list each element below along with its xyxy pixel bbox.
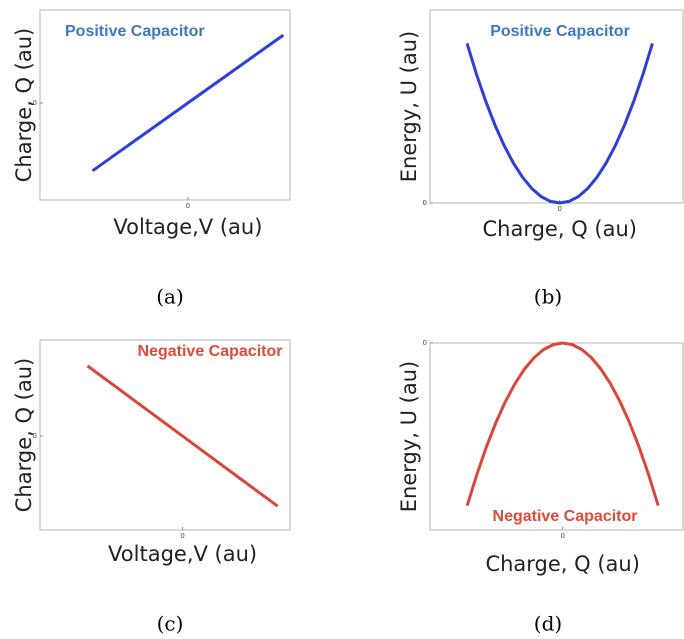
x-tick-label: 0: [186, 202, 190, 210]
panel-label: (a): [156, 285, 184, 309]
x-axis-label: Voltage,V (au): [108, 542, 257, 566]
annotation: Negative Capacitor: [493, 508, 638, 525]
line: [465, 43, 654, 205]
y-axis-label: Energy, U (au): [397, 31, 421, 182]
panel-label: (b): [534, 285, 562, 309]
panel-label: (c): [157, 612, 184, 636]
panel-label: (d): [534, 612, 562, 636]
y-tick-label: 0: [33, 432, 37, 440]
annotation: Positive Capacitor: [490, 23, 630, 40]
x-tick-label: 0: [558, 205, 562, 213]
plot-frame: [39, 9, 291, 201]
y-tick-label: 0: [423, 199, 427, 207]
line: [465, 341, 660, 507]
y-axis-label: Charge, Q (au): [12, 358, 36, 512]
x-axis-label: Charge, Q (au): [485, 552, 639, 576]
y-tick-label: 0: [423, 339, 427, 347]
annotation: Negative Capacitor: [138, 343, 283, 360]
line: [86, 364, 279, 508]
plot-frame: [39, 339, 291, 531]
y-axis-label: Charge, Q (au): [12, 28, 36, 182]
x-tick-label: 0: [560, 532, 564, 540]
y-axis-label: Energy, U (au): [397, 361, 421, 512]
x-tick-label: 0: [180, 532, 184, 540]
x-axis-label: Charge, Q (au): [483, 217, 637, 241]
y-tick-label: 0: [33, 99, 37, 107]
annotation: Positive Capacitor: [65, 23, 205, 40]
x-axis-label: Voltage,V (au): [113, 215, 262, 239]
line: [91, 33, 285, 173]
